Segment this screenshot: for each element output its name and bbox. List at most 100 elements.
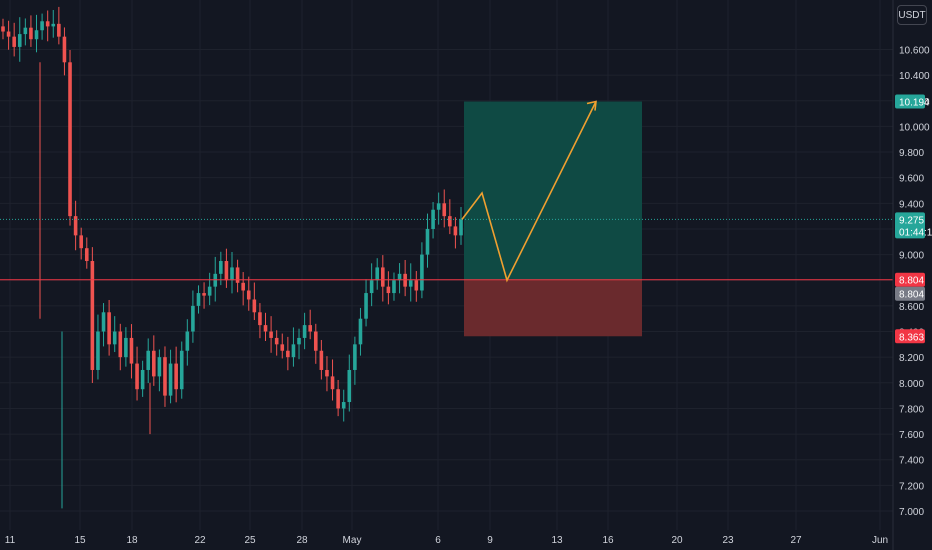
candle-body (235, 267, 240, 283)
candle-body (246, 290, 251, 300)
y-tick-label: 7.400 (899, 456, 924, 467)
candle-body (157, 357, 162, 377)
candle-body (269, 331, 273, 338)
candle-body (57, 23, 61, 37)
candle-body (62, 36, 67, 63)
candle-body (263, 325, 268, 332)
candle-body (252, 299, 257, 313)
x-tick-label: 28 (296, 535, 308, 546)
y-tick-label: 8.200 (899, 353, 924, 364)
y-tick-label: 10.000 (899, 122, 930, 133)
time-axis: 11 15 18 22 25 28 May 6 9 13 16 20 23 27 Jun (5, 535, 888, 546)
candle-body (291, 344, 296, 358)
candle-body (330, 376, 335, 390)
candle-body (408, 280, 413, 287)
candle-body (45, 21, 50, 27)
current-price-badge-text: 01:44:11 (899, 227, 932, 238)
candle-body (431, 209, 435, 229)
candle-body (6, 31, 11, 37)
candle-body (224, 261, 229, 281)
candle-body (191, 305, 195, 332)
candle-body (129, 337, 134, 364)
candle-body (241, 282, 245, 291)
candle-body (286, 350, 290, 358)
candle-body (34, 30, 39, 40)
x-tick-label: 6 (435, 535, 441, 546)
candle-body (364, 293, 368, 319)
candle-body (436, 203, 441, 210)
candle-body (124, 337, 128, 358)
y-tick-label: 9.800 (899, 148, 924, 159)
candle-body (386, 286, 391, 294)
target-badge-text: 10.194 (899, 98, 930, 109)
stop-badge-bg (895, 329, 925, 344)
level-gray-badge: 8.804 (895, 286, 925, 301)
candle-body (84, 248, 89, 262)
candle-body (207, 286, 212, 296)
chart-grid (0, 0, 893, 530)
candle-body (375, 267, 380, 281)
candle-body (341, 402, 346, 409)
currency-button[interactable]: USDT (897, 5, 927, 25)
candle-body (168, 363, 173, 396)
y-tick-label: 7.600 (899, 430, 924, 441)
candle-body (219, 261, 223, 274)
candle-body (107, 312, 111, 345)
candle-body (425, 228, 430, 255)
candle-body (369, 280, 374, 294)
y-tick-label: 10.400 (899, 71, 930, 82)
candle-body (101, 312, 106, 332)
candle-body (213, 273, 218, 287)
level-gray-badge-text: 8.804 (899, 290, 924, 301)
candle-body (347, 369, 352, 403)
level-badge-bg (895, 272, 925, 287)
target-zone (464, 101, 642, 280)
candle-body (353, 344, 357, 370)
candle-body (51, 23, 56, 27)
y-tick-label: 8.600 (899, 302, 924, 313)
y-tick-label: 8.000 (899, 379, 924, 390)
candle-body (397, 273, 402, 281)
x-tick-label: 22 (194, 535, 206, 546)
candle-body (258, 312, 262, 326)
candle-body (23, 27, 28, 35)
y-tick-label: 7.200 (899, 481, 924, 492)
candle-body (179, 350, 184, 390)
candle-body (112, 331, 117, 345)
x-tick-label: 27 (790, 535, 802, 546)
candle-body (29, 27, 33, 40)
y-tick-label: 7.800 (899, 404, 924, 415)
candle-body (185, 331, 190, 351)
candle-body (358, 318, 363, 345)
candle-body (163, 357, 167, 396)
current-price-badge-bg (895, 212, 925, 239)
x-tick-label: 16 (602, 535, 614, 546)
candle-body (12, 36, 16, 47)
level-lines (0, 218, 893, 281)
projection-arrow (461, 100, 597, 283)
candle-body (381, 267, 385, 287)
candle-body (196, 293, 201, 306)
x-tick-label: Jun (872, 535, 888, 546)
candle-body (459, 219, 463, 236)
candle-body (313, 331, 318, 351)
y-tick-label: 10.600 (899, 45, 930, 56)
x-tick-label: 9 (487, 535, 493, 546)
x-tick-label: 13 (551, 535, 563, 546)
level-gray-badge-bg (895, 286, 925, 301)
candle-body (302, 325, 307, 338)
candle-body (79, 235, 83, 249)
candle-body (336, 389, 340, 409)
candle-body (280, 344, 285, 351)
current-price-badge-text: 9.275 (899, 215, 924, 226)
candle-body (420, 254, 424, 291)
candle-body (414, 280, 419, 291)
candle-body (392, 280, 396, 294)
stop-badge: 8.363 (895, 329, 925, 344)
position-zones (464, 101, 642, 337)
candle-body (73, 216, 78, 236)
arrow-head (586, 100, 597, 111)
